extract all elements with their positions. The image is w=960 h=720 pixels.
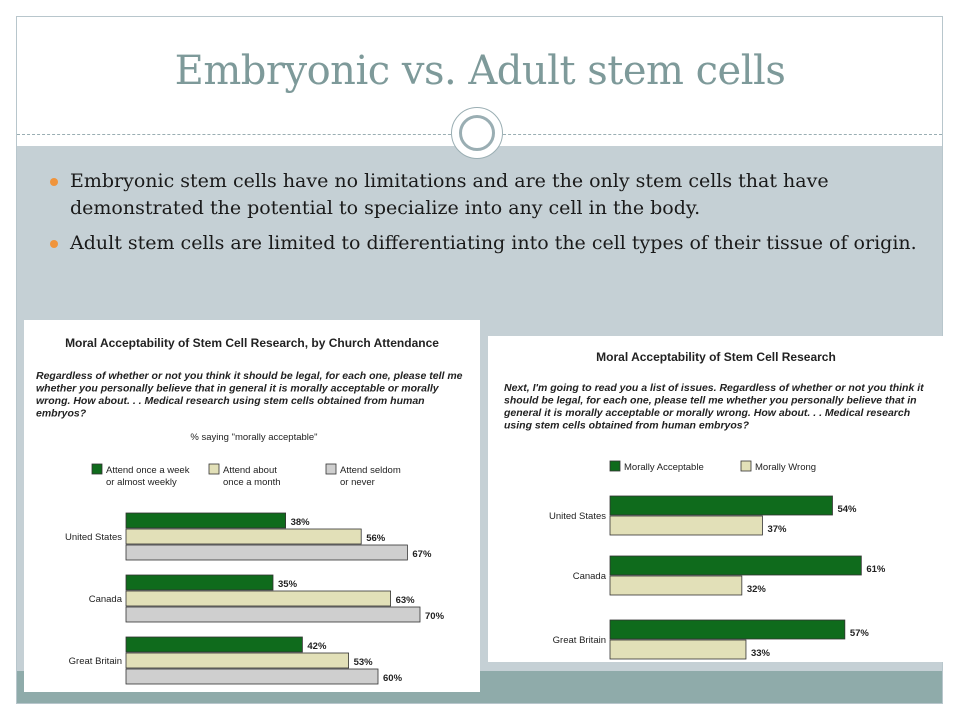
bullet-item: Embryonic stem cells have no limitations… (48, 168, 918, 222)
bar (125, 590, 392, 607)
data-label: 32% (747, 584, 767, 595)
data-label: 33% (751, 648, 771, 659)
bullet-dot-icon (50, 240, 58, 248)
data-label: 56% (366, 533, 386, 544)
bullet-list: Embryonic stem cells have no limitations… (48, 168, 918, 265)
data-label: 42% (307, 641, 327, 652)
bar (125, 544, 408, 561)
data-label: 61% (866, 564, 886, 575)
bar (609, 495, 833, 516)
chart-subtitle: Next, I'm going to read you a list of is… (503, 382, 924, 432)
legend-swatch (740, 460, 752, 472)
category-label: Great Britain (69, 656, 122, 667)
data-label: 53% (354, 657, 374, 668)
church-attendance-chart: Moral Acceptability of Stem Cell Researc… (24, 320, 480, 692)
bar (609, 555, 862, 576)
moral-acceptability-chart-svg: Moral Acceptability of Stem Cell Researc… (503, 350, 924, 660)
category-label: United States (549, 511, 606, 522)
legend-label: Attend seldom (340, 465, 401, 476)
church-attendance-chart-svg: Moral Acceptability of Stem Cell Researc… (36, 336, 463, 685)
legend-label: Morally Wrong (755, 462, 816, 473)
legend-swatch (325, 463, 337, 475)
data-label: 54% (837, 504, 857, 515)
chart-title: Moral Acceptability of Stem Cell Researc… (596, 350, 836, 364)
legend-swatch (609, 460, 621, 472)
legend-label: Attend once a week (106, 465, 190, 476)
bar (125, 512, 287, 529)
bullet-dot-icon (50, 178, 58, 186)
legend-label: Morally Acceptable (624, 462, 704, 473)
category-label: Great Britain (553, 635, 606, 646)
legend-label: or almost weekly (106, 477, 177, 488)
slide-title: Embryonic vs. Adult stem cells (174, 48, 786, 94)
data-label: 37% (767, 524, 787, 535)
data-label: 57% (850, 628, 870, 639)
bar (609, 639, 747, 660)
bar (125, 636, 303, 653)
data-label: 60% (383, 673, 403, 684)
bar (609, 515, 763, 536)
bar (609, 619, 846, 640)
bullet-item: Adult stem cells are limited to differen… (48, 230, 918, 257)
category-label: Canada (573, 571, 607, 582)
moral-acceptability-chart: Moral Acceptability of Stem Cell Researc… (488, 336, 944, 662)
data-label: 70% (425, 611, 445, 622)
legend-label: once a month (223, 477, 281, 488)
category-label: United States (65, 532, 122, 543)
chart-title: Moral Acceptability of Stem Cell Researc… (65, 336, 439, 350)
legend-label: or never (340, 477, 375, 488)
legend-swatch (91, 463, 103, 475)
chart-subtitle: Regardless of whether or not you think i… (36, 370, 463, 420)
bar (125, 528, 362, 545)
bar (125, 606, 421, 623)
category-label: Canada (89, 594, 123, 605)
bar (125, 652, 350, 669)
bar (125, 574, 274, 591)
chart-note: % saying "morally acceptable" (190, 432, 317, 443)
legend-label: Attend about (223, 465, 277, 476)
bar (125, 668, 379, 685)
data-label: 38% (291, 517, 311, 528)
bullet-text: Embryonic stem cells have no limitations… (70, 170, 829, 219)
data-label: 67% (412, 549, 432, 560)
data-label: 35% (278, 579, 298, 590)
bullet-text: Adult stem cells are limited to differen… (70, 232, 917, 254)
decorative-circle-icon (451, 107, 503, 159)
bar (609, 575, 743, 596)
data-label: 63% (396, 595, 416, 606)
legend-swatch (208, 463, 220, 475)
decorative-circle-inner (459, 115, 495, 151)
